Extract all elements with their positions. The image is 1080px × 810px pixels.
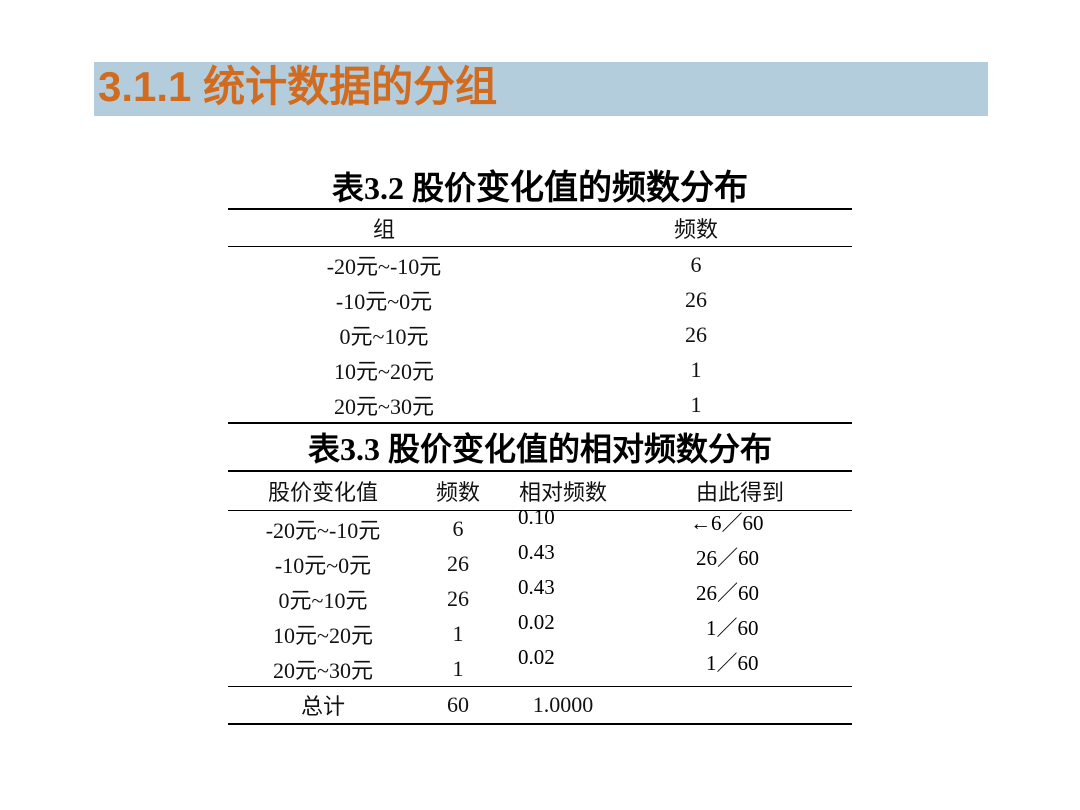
table1-caption-big: 变化值的频数分布 [476,170,748,207]
deriv-value: 1／60 [706,647,759,677]
cell: -10元~0元 [228,548,418,580]
relfreq-value: 0.02 [518,610,555,635]
table-row: 10元~20元 1 [228,352,852,387]
table1-caption-prefix: 表3.2 [332,170,412,206]
deriv-value: 26／60 [696,542,759,572]
cell: 10元~20元 [228,354,540,386]
table2-caption: 表3.3 股价变化值的相对频数分布 [0,424,1080,470]
relfreq-value: 0.43 [518,540,555,565]
cell: 1 [540,357,852,383]
deriv-value: ←6／60 [690,507,764,537]
cell: -20元~-10元 [228,513,418,545]
cell: 1 [418,621,498,647]
table-row: 0元~10元 26 [228,317,852,352]
deriv-text: 6／60 [711,511,764,535]
section-heading: 3.1.1 统计数据的分组 [94,60,497,114]
cell: 6 [540,252,852,278]
table1: 组 频数 -20元~-10元 6 -10元~0元 26 0元~10元 26 10… [228,208,852,424]
table1-header-row: 组 频数 [228,210,852,246]
cell: 0元~10元 [228,319,540,351]
table2-col-range: 股价变化值 [228,475,418,507]
relfreq-value: 0.02 [518,645,555,670]
table1-caption-mid: 股价 [412,170,476,206]
cell: 26 [418,586,498,612]
table1-caption: 表3.2 股价变化值的频数分布 [0,160,1080,209]
cell: 20元~30元 [228,653,418,685]
relfreq-value: 0.43 [518,575,555,600]
cell: -20元~-10元 [228,249,540,281]
cell: 10元~20元 [228,618,418,650]
table2-col-relfreq: 相对频数 [498,475,628,507]
arrow-left-icon: ← [690,512,711,535]
table2-rule-bot [228,723,852,725]
relfreq-value: 0.10 [518,505,555,530]
cell: -10元~0元 [228,284,540,316]
cell: 20元~30元 [228,389,540,421]
cell: 26 [418,551,498,577]
deriv-value: 1／60 [706,612,759,642]
table1-col-group: 组 [228,212,540,244]
cell: 1 [418,656,498,682]
cell: 1 [540,392,852,418]
table1-col-freq: 频数 [540,212,852,244]
cell: 26 [540,322,852,348]
total-rel: 1.0000 [498,692,628,718]
cell: 26 [540,287,852,313]
table-row: -20元~-10元 6 [228,247,852,282]
table-row: -10元~0元 26 [228,282,852,317]
total-label: 总计 [228,689,418,721]
table2-col-freq: 频数 [418,475,498,507]
total-freq: 60 [418,692,498,718]
cell: 0元~10元 [228,583,418,615]
table2-col-deriv: 由此得到 [628,475,852,507]
table2-total-row: 总计 60 1.0000 [228,687,852,723]
table-row: 20元~30元 1 [228,387,852,422]
deriv-value: 26／60 [696,577,759,607]
cell: 6 [418,516,498,542]
